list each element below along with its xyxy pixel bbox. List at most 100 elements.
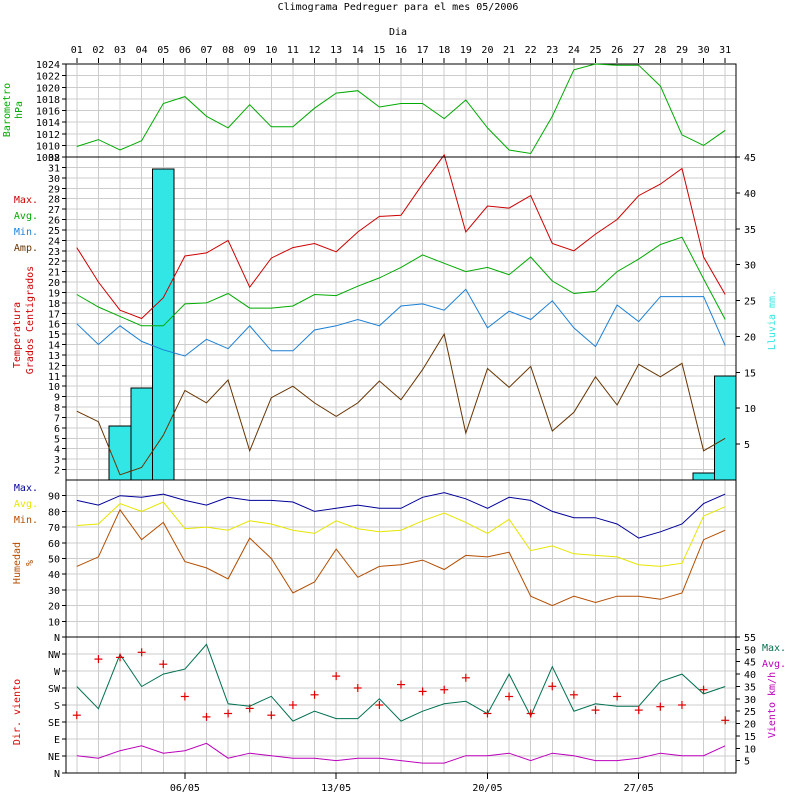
temp-y-tick-label: 4: [54, 445, 60, 456]
baro-y-tick-label: 1020: [36, 83, 60, 94]
temp-y-tick-label: 10: [48, 382, 60, 393]
wind-y-tick-label: NW: [48, 650, 61, 661]
chart-title: Climograma Pedreguer para el mes 05/2006: [278, 2, 519, 13]
wind-direction-marker: [656, 702, 665, 711]
day-tick-label: 08: [222, 45, 234, 56]
baro-y-tick-label: 1008: [36, 153, 60, 164]
day-tick-label: 24: [568, 45, 580, 56]
havg-line: [76, 501, 726, 567]
hum-y-tick-label: 40: [48, 570, 60, 581]
day-tick-label: 31: [719, 45, 731, 56]
day-tick-label: 17: [417, 45, 429, 56]
temp-y-tick-label: 28: [48, 195, 60, 206]
day-tick-label: 22: [525, 45, 537, 56]
temp-y-tick-label: 9: [54, 393, 60, 404]
wind-direction-marker: [505, 692, 514, 701]
wind-y2label: Viento km/h: [767, 672, 778, 738]
wind-direction-marker: [526, 709, 535, 718]
day-tick-label: 30: [698, 45, 710, 56]
hum-y-tick-label: 50: [48, 555, 60, 566]
temp-y-tick-label: 29: [48, 184, 60, 195]
temp-y-tick-label: 13: [48, 351, 60, 362]
day-tick-label: 05: [157, 45, 169, 56]
wavg-legend-label: Avg.: [762, 659, 786, 670]
temp-y-tick-label: 15: [48, 330, 60, 341]
top-axis-label: Dia: [389, 27, 407, 38]
hum-y-tick-label: 30: [48, 586, 60, 597]
wind-direction-marker: [677, 701, 686, 709]
temp-y-tick-label: 11: [48, 372, 60, 383]
wind-direction-marker: [440, 685, 449, 694]
wind-direction-marker: [72, 711, 81, 720]
date-tick-label: 13/05: [321, 783, 351, 794]
date-tick-label: 20/05: [472, 783, 502, 794]
rain-y2-tick-label: 40: [744, 189, 756, 200]
temp-ylabel-unit: Grados Centigrados: [25, 266, 36, 374]
tamp-line: [76, 332, 726, 476]
day-tick-label: 26: [611, 45, 623, 56]
wind-direction-marker: [353, 684, 362, 692]
temp-y-tick-label: 16: [48, 320, 60, 331]
wind-direction-marker: [699, 685, 708, 694]
wind-direction-marker: [137, 648, 146, 657]
baro-y-tick-label: 1018: [36, 95, 60, 106]
wind-y2-tick-label: 35: [744, 682, 756, 693]
wind-direction-marker: [548, 682, 557, 691]
temp-y-tick-label: 18: [48, 299, 60, 310]
wind-direction-marker: [375, 701, 384, 709]
wind-direction-marker: [224, 709, 233, 718]
baro-y-tick-label: 1024: [36, 60, 60, 71]
tmin-legend-label: Min.: [14, 227, 38, 238]
wind-y-tick-label: E: [54, 735, 60, 746]
hum-ylabel: Humedad: [12, 542, 23, 584]
hmax-line: [76, 492, 726, 539]
temp-y-tick-label: 19: [48, 288, 60, 299]
wind-y-tick-label: W: [54, 667, 61, 678]
temp-y-tick-label: 31: [48, 163, 60, 174]
tamp-legend-label: Amp.: [14, 243, 38, 254]
day-tick-label: 15: [373, 45, 385, 56]
rain-y2-tick-label: 20: [744, 332, 756, 343]
hum-y-tick-label: 60: [48, 539, 60, 550]
wind-ylabel: Dir. viento: [12, 679, 23, 745]
day-tick-label: 07: [200, 45, 212, 56]
temp-y-tick-label: 17: [48, 309, 60, 320]
hmax-legend-label: Max.: [14, 483, 38, 494]
wind-direction-marker: [180, 692, 189, 701]
wind-direction-marker: [332, 672, 341, 681]
wind-direction-marker: [721, 716, 730, 725]
wind-y-tick-label: SW: [48, 684, 61, 695]
temp-y-tick-label: 5: [54, 434, 60, 445]
day-tick-label: 06: [179, 45, 191, 56]
temp-y-tick-label: 26: [48, 216, 60, 227]
day-tick-label: 11: [287, 45, 299, 56]
temp-y-tick-label: 7: [54, 413, 60, 424]
day-tick-label: 01: [71, 45, 83, 56]
day-tick-label: 13: [330, 45, 342, 56]
wind-y-tick-label: S: [54, 701, 60, 712]
hum-ylabel-unit: %: [25, 560, 36, 566]
baro-y-tick-label: 1010: [36, 141, 60, 152]
rain-y2-tick-label: 45: [744, 153, 756, 164]
temp-y-tick-label: 27: [48, 205, 60, 216]
tmax-legend-label: Max.: [14, 195, 38, 206]
day-tick-label: 19: [460, 45, 472, 56]
day-tick-label: 02: [92, 45, 104, 56]
wind-y-tick-label: SE: [48, 718, 60, 729]
day-tick-label: 09: [244, 45, 256, 56]
day-tick-label: 04: [136, 45, 148, 56]
temp-y-tick-label: 21: [48, 268, 60, 279]
hum-y-tick-label: 90: [48, 492, 60, 503]
rain-ylabel: Lluvia mm.: [767, 290, 778, 350]
temp-y-tick-label: 8: [54, 403, 60, 414]
baro-ylabel: Barometro: [2, 83, 13, 137]
wind-direction-marker: [461, 673, 470, 682]
wind-direction-marker: [483, 709, 492, 718]
wind-y2-tick-label: 30: [744, 695, 756, 706]
wind-y-tick-label: N: [54, 769, 60, 780]
tavg-legend-label: Avg.: [14, 211, 38, 222]
date-tick-label: 06/05: [170, 783, 200, 794]
temp-y-tick-label: 14: [48, 341, 60, 352]
hum-y-tick-label: 10: [48, 617, 60, 628]
baro-y-tick-label: 1012: [36, 130, 60, 141]
